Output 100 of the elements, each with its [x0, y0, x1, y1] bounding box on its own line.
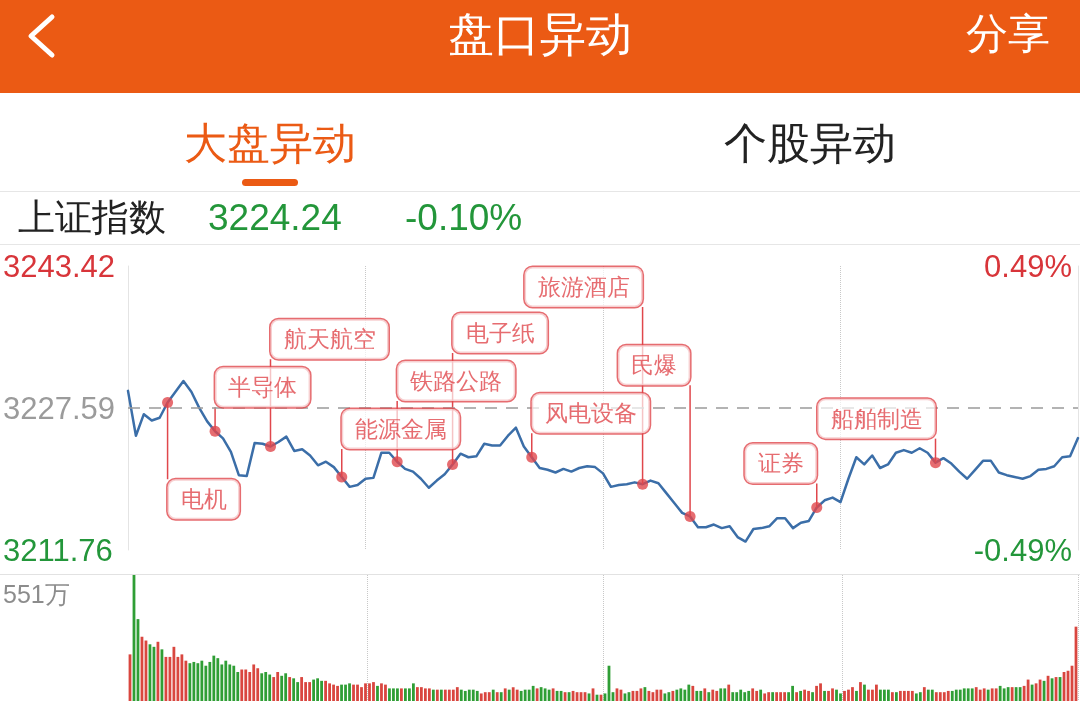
- bar: [703, 688, 707, 701]
- bar: [879, 689, 882, 701]
- bar: [1026, 679, 1030, 701]
- bar: [902, 690, 906, 701]
- bar: [1006, 687, 1010, 701]
- bar: [847, 689, 850, 701]
- bar: [316, 678, 319, 701]
- bar: [735, 692, 739, 701]
- bar: [974, 687, 978, 701]
- bar: [212, 655, 216, 701]
- bar: [755, 690, 759, 701]
- bar: [982, 688, 986, 701]
- bar: [200, 660, 204, 701]
- point: [265, 440, 276, 452]
- data-label: 证券: [757, 450, 804, 477]
- bar: [224, 660, 228, 701]
- bar: [180, 654, 184, 701]
- bar: [463, 690, 467, 701]
- bar: [376, 685, 379, 701]
- bar: [519, 690, 523, 701]
- bar: [344, 684, 347, 701]
- bar: [906, 690, 910, 701]
- bar: [851, 687, 854, 701]
- bar: [863, 684, 866, 701]
- point: [684, 510, 696, 522]
- text: 大盘异动: [184, 119, 356, 169]
- bar: [431, 689, 435, 701]
- bar: [356, 684, 359, 701]
- bar: [308, 682, 312, 701]
- bar: [687, 684, 691, 701]
- bar: [547, 689, 551, 701]
- bar: [922, 687, 926, 701]
- bar: [352, 684, 355, 701]
- bar: [523, 689, 527, 701]
- bar: [336, 685, 339, 701]
- bar: [875, 684, 878, 701]
- bar: [439, 689, 443, 701]
- bar: [855, 690, 858, 701]
- bar: [412, 683, 415, 701]
- bar: [671, 690, 675, 701]
- bar: [799, 690, 802, 701]
- y-tick-label: 3243.42: [3, 248, 116, 284]
- bar: [527, 689, 531, 701]
- bar: [946, 690, 950, 701]
- bar: [268, 674, 272, 701]
- bar: [324, 680, 327, 701]
- point: [162, 397, 174, 409]
- bar: [767, 692, 771, 701]
- bar: [942, 692, 946, 701]
- bar: [839, 693, 842, 701]
- bar: [926, 689, 930, 701]
- bar: [296, 682, 300, 701]
- point: [811, 501, 823, 513]
- bar: [507, 689, 511, 701]
- bar: [739, 689, 743, 701]
- bar: [348, 683, 351, 701]
- bar: [328, 683, 331, 701]
- bar: [491, 689, 495, 701]
- bar: [966, 688, 970, 701]
- bar: [887, 689, 890, 701]
- point: [391, 456, 403, 468]
- text: -0.10%: [405, 197, 523, 240]
- text: 个股异动: [724, 119, 896, 169]
- bar: [415, 687, 419, 701]
- bar: [743, 692, 747, 701]
- bar: [1002, 688, 1006, 701]
- bar: [731, 692, 735, 701]
- bar: [871, 689, 874, 701]
- bar: [419, 687, 423, 701]
- bar: [994, 688, 998, 701]
- data-label: 铁路公路: [409, 367, 503, 394]
- bar: [459, 689, 463, 701]
- text: 分享: [966, 10, 1050, 59]
- bar: [811, 692, 814, 701]
- bar: [288, 677, 292, 701]
- text: 3224.24: [208, 197, 342, 240]
- bar: [898, 690, 902, 701]
- bar: [819, 683, 822, 701]
- y2-tick-label: 0.49%: [984, 248, 1072, 284]
- bar: [998, 685, 1002, 701]
- bar: [795, 692, 798, 701]
- bar: [894, 692, 898, 701]
- bar: [663, 693, 667, 701]
- point: [930, 457, 941, 469]
- bar: [539, 687, 543, 701]
- bar: [883, 689, 886, 701]
- data-label: 能源金属: [354, 415, 447, 442]
- bar: [192, 661, 196, 701]
- bar: [368, 683, 371, 701]
- y-tick-label: 3211.76: [3, 532, 113, 568]
- data-label: 民爆: [631, 352, 678, 379]
- bar: [216, 658, 220, 701]
- bar: [1014, 687, 1018, 701]
- bar: [707, 692, 711, 701]
- bar: [659, 689, 663, 701]
- bar: [551, 688, 555, 701]
- bar: [651, 692, 655, 701]
- bar: [392, 688, 395, 701]
- point: [447, 458, 459, 470]
- bar: [667, 692, 671, 701]
